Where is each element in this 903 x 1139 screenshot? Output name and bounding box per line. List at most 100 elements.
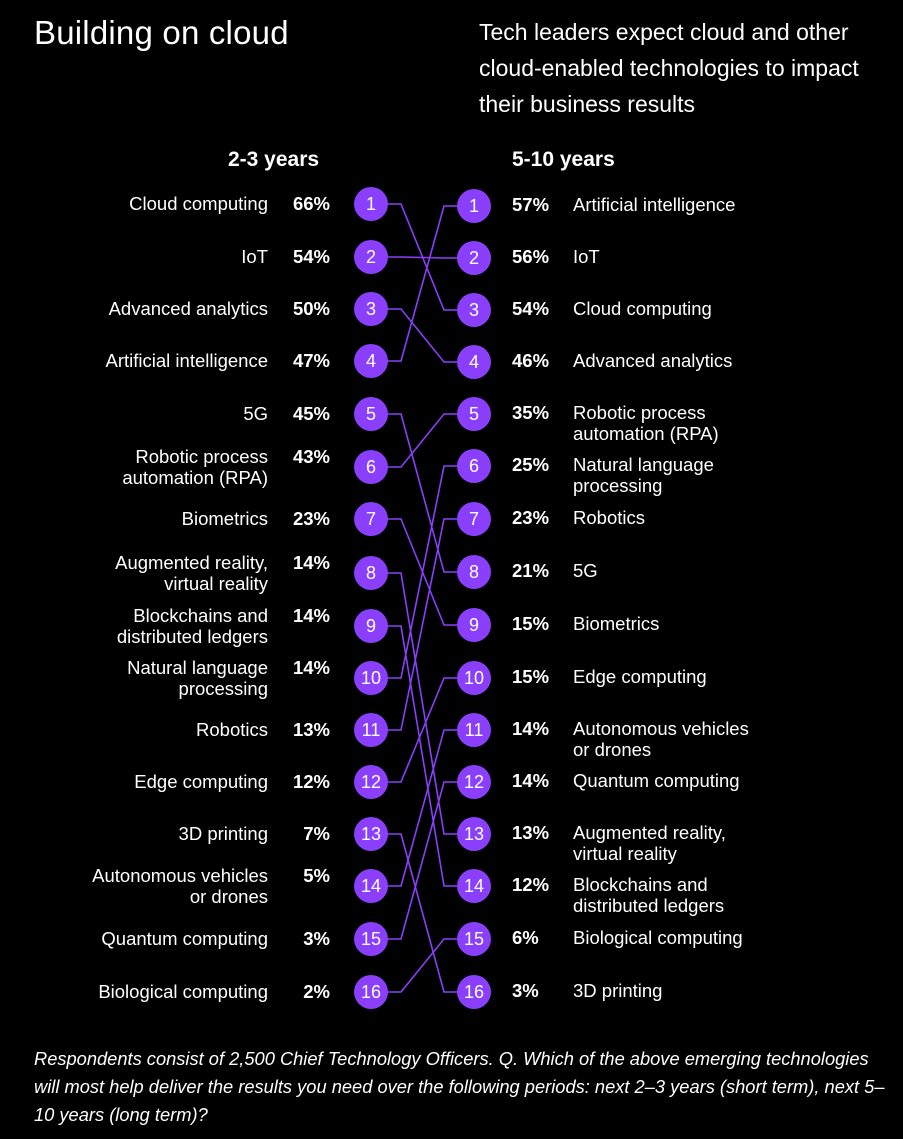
- short-term-rank-badge: 7: [354, 502, 388, 536]
- short-term-rank-badge: 15: [354, 922, 388, 956]
- long-term-label: Biometrics: [573, 613, 660, 634]
- short-term-label: Biological computing: [98, 981, 268, 1002]
- chart-title: Building on cloud: [34, 14, 289, 51]
- long-term-percent: 56%: [512, 246, 550, 267]
- long-term-percent: 15%: [512, 613, 550, 634]
- long-term-percent: 46%: [512, 350, 550, 371]
- short-term-label: 5G: [243, 403, 268, 424]
- long-term-label: Autonomous vehicles or drones: [573, 718, 749, 760]
- rank-link-line: [371, 413, 474, 573]
- long-term-percent: 13%: [512, 822, 550, 843]
- long-term-percent: 14%: [512, 770, 550, 791]
- long-term-percent: 3%: [512, 980, 539, 1001]
- short-term-percent: 50%: [292, 298, 330, 319]
- short-term-rank-badge: 5: [354, 397, 388, 431]
- short-term-header: 2-3 years: [228, 148, 320, 171]
- long-term-rank-badge: 15: [457, 922, 491, 956]
- short-term-label: Quantum computing: [101, 928, 268, 949]
- footnote: Respondents consist of 2,500 Chief Techn…: [34, 1048, 885, 1125]
- short-term-percent: 12%: [292, 771, 330, 792]
- long-term-percent: 14%: [512, 718, 550, 739]
- long-term-rank-badge: 13: [457, 817, 491, 851]
- rank-link-line: [371, 572, 474, 835]
- long-term-rank-badge: 1: [457, 189, 491, 223]
- long-term-label: Advanced analytics: [573, 350, 733, 371]
- long-term-percent: 12%: [512, 874, 550, 895]
- short-term-rank-badge: 10: [354, 661, 388, 695]
- short-term-percent: 14%: [292, 552, 330, 573]
- long-term-rank-badge: 8: [457, 555, 491, 589]
- short-term-label: Advanced analytics: [108, 298, 268, 319]
- short-term-percent: 43%: [292, 446, 330, 467]
- long-term-percent: 57%: [512, 194, 550, 215]
- short-term-label: Blockchains and distributed ledgers: [116, 605, 268, 647]
- long-term-rank-badge: 2: [457, 241, 491, 275]
- short-term-label: Biometrics: [181, 508, 268, 529]
- short-term-label: IoT: [241, 246, 268, 267]
- short-term-label: Artificial intelligence: [105, 350, 268, 371]
- short-term-percent: 47%: [292, 350, 330, 371]
- long-term-label: Augmented reality, virtual reality: [573, 822, 726, 864]
- long-term-rank-badge: 7: [457, 502, 491, 536]
- long-term-rank-badge: 16: [457, 975, 491, 1009]
- long-term-percent: 15%: [512, 666, 550, 687]
- long-term-label: Blockchains and distributed ledgers: [573, 874, 725, 916]
- short-term-label: Autonomous vehicles or drones: [92, 865, 268, 907]
- long-term-label: Edge computing: [573, 666, 707, 687]
- long-term-label: Robotics: [573, 507, 645, 528]
- short-term-percent: 7%: [303, 823, 330, 844]
- short-term-rank-badge: 2: [354, 240, 388, 274]
- short-term-rank-badge: 13: [354, 817, 388, 851]
- short-term-rank-badge: 3: [354, 292, 388, 326]
- rank-link-line: [371, 205, 474, 362]
- long-term-rank-badge: 10: [457, 661, 491, 695]
- short-term-percent: 5%: [303, 865, 330, 886]
- short-term-percent: 66%: [292, 193, 330, 214]
- short-term-label: Augmented reality, virtual reality: [115, 552, 268, 594]
- long-term-label: Natural language processing: [573, 454, 714, 496]
- short-term-rank-badge: 16: [354, 975, 388, 1009]
- short-term-rank-badge: 11: [354, 713, 388, 747]
- long-term-label: IoT: [573, 246, 600, 267]
- long-term-header: 5-10 years: [512, 148, 615, 171]
- long-term-label: Cloud computing: [573, 298, 712, 319]
- long-term-label: Robotic process automation (RPA): [573, 402, 719, 444]
- short-term-rank-badge: 1: [354, 187, 388, 221]
- long-term-rank-badge: 11: [457, 713, 491, 747]
- long-term-label: 5G: [573, 560, 598, 581]
- long-term-percent: 6%: [512, 927, 539, 948]
- short-term-percent: 14%: [292, 605, 330, 626]
- short-term-label: Robotics: [196, 719, 268, 740]
- long-term-rank-badge: 9: [457, 608, 491, 642]
- long-term-rank-badge: 3: [457, 293, 491, 327]
- rank-link-line: [371, 625, 474, 887]
- long-term-percent: 23%: [512, 507, 550, 528]
- short-term-percent: 45%: [292, 403, 330, 424]
- short-term-percent: 14%: [292, 657, 330, 678]
- short-term-rank-badge: 9: [354, 609, 388, 643]
- short-term-percent: 13%: [292, 719, 330, 740]
- short-term-percent: 2%: [303, 981, 330, 1002]
- short-term-rank-badge: 4: [354, 344, 388, 378]
- short-term-label: 3D printing: [178, 823, 268, 844]
- short-term-rank-badge: 12: [354, 765, 388, 799]
- long-term-rank-badge: 6: [457, 449, 491, 483]
- short-term-rank-badge: 6: [354, 450, 388, 484]
- chart-subtitle: Tech leaders expect cloud and other clou…: [479, 19, 859, 117]
- long-term-label: 3D printing: [573, 980, 663, 1001]
- long-term-label: Artificial intelligence: [573, 194, 736, 215]
- short-term-rank-badge: 8: [354, 556, 388, 590]
- short-term-label: Natural language processing: [127, 657, 268, 699]
- long-term-rank-badge: 14: [457, 869, 491, 903]
- short-term-percent: 23%: [292, 508, 330, 529]
- long-term-percent: 35%: [512, 402, 550, 423]
- long-term-label: Biological computing: [573, 927, 743, 948]
- short-term-label: Cloud computing: [129, 193, 268, 214]
- long-term-rank-badge: 12: [457, 765, 491, 799]
- short-term-percent: 3%: [303, 928, 330, 949]
- short-term-percent: 54%: [292, 246, 330, 267]
- long-term-rank-badge: 5: [457, 397, 491, 431]
- long-term-percent: 54%: [512, 298, 550, 319]
- long-term-percent: 21%: [512, 560, 550, 581]
- short-term-rank-badge: 14: [354, 869, 388, 903]
